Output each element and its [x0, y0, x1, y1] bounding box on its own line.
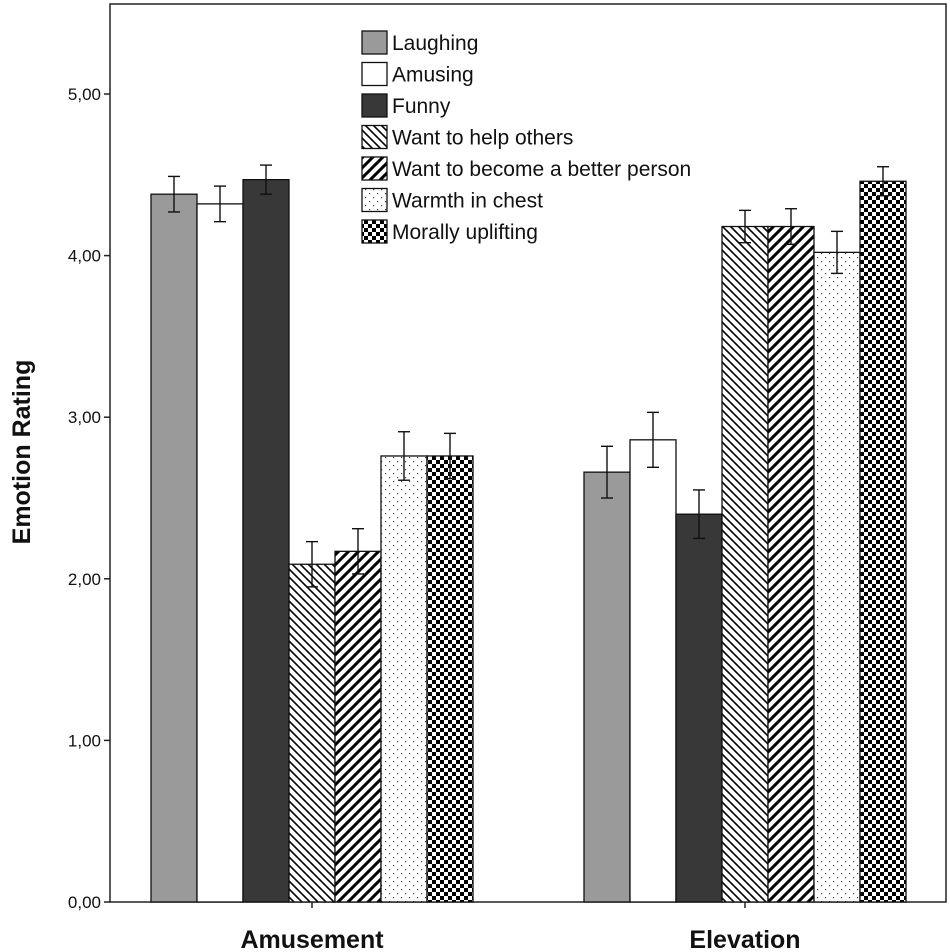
legend-swatch: [361, 187, 388, 213]
x-category-label: Elevation: [689, 926, 800, 952]
legend-item: Want to help others: [361, 124, 573, 150]
legend-label: Laughing: [392, 32, 478, 55]
bar-amusement-amusing: [196, 203, 244, 903]
plot-frame: [109, 3, 947, 903]
error-bar: [831, 230, 843, 275]
bar-elevation-want-to-become-a-better-person: [767, 225, 815, 903]
legend-label: Want to become a better person: [392, 158, 691, 181]
legend-swatch: [361, 156, 388, 181]
bar-elevation-warmth-in-chest: [813, 251, 861, 903]
legend-swatch: [361, 61, 388, 87]
x-category-label: Amusement: [240, 926, 384, 952]
bar-amusement-warmth-in-chest: [380, 455, 428, 903]
legend-swatch: [361, 219, 388, 244]
legend-item: Laughing: [361, 30, 478, 55]
y-tick-label: 0,00: [68, 893, 101, 912]
error-bar: [693, 489, 705, 540]
legend-item: Amusing: [361, 61, 474, 87]
y-tick-label: 4,00: [68, 247, 101, 266]
bar-amusement-laughing: [150, 193, 198, 903]
bar-amusement-want-to-become-a-better-person: [334, 550, 382, 903]
legend: Laughing Amusing Funny Want to help others W…: [361, 30, 691, 244]
error-bar: [306, 540, 318, 588]
y-tick-label: 3,00: [68, 408, 101, 427]
legend-label: Amusing: [392, 64, 474, 87]
bar-series: [150, 178, 907, 903]
error-bar: [739, 209, 751, 244]
legend-swatch: [361, 30, 388, 55]
bar-elevation-morally-uplifting: [859, 180, 907, 903]
legend-item: Warmth in chest: [361, 187, 543, 213]
error-bar: [214, 185, 226, 223]
bar-elevation-funny: [675, 513, 723, 903]
y-tick-label: 2,00: [68, 570, 101, 589]
y-tick-label: 5,00: [68, 85, 101, 104]
error-bar: [785, 208, 797, 245]
legend-item: Morally uplifting: [361, 219, 538, 244]
bar-elevation-want-to-help-others: [721, 225, 769, 903]
error-bar: [352, 528, 364, 575]
error-bar: [877, 166, 889, 197]
legend-label: Funny: [392, 95, 451, 118]
error-bar: [601, 445, 613, 499]
bar-elevation-amusing: [629, 439, 677, 903]
bar-amusement-funny: [242, 178, 290, 903]
y-axis-title: Emotion Rating: [8, 360, 36, 545]
error-bar: [168, 175, 180, 213]
x-axis-labels: Amusement Elevation: [240, 902, 801, 952]
error-bar: [444, 432, 456, 480]
y-tick-label: 1,00: [68, 731, 101, 750]
legend-label: Warmth in chest: [392, 190, 543, 213]
legend-item: Funny: [361, 93, 451, 118]
legend-label: Want to help others: [392, 127, 573, 150]
error-bar: [647, 411, 659, 468]
bar-elevation-laughing: [583, 471, 631, 903]
error-bars: [168, 164, 889, 588]
y-axis-ticks: 0,00 1,00 2,00 3,00 4,00 5,00: [68, 85, 110, 912]
bar-amusement-morally-uplifting: [426, 455, 474, 903]
error-bar: [398, 431, 410, 481]
bar-amusement-want-to-help-others: [288, 563, 336, 903]
legend-label: Morally uplifting: [392, 221, 538, 244]
error-bar: [260, 164, 272, 195]
legend-swatch: [361, 124, 388, 150]
legend-swatch: [361, 93, 388, 118]
legend-item: Want to become a better person: [361, 156, 691, 181]
